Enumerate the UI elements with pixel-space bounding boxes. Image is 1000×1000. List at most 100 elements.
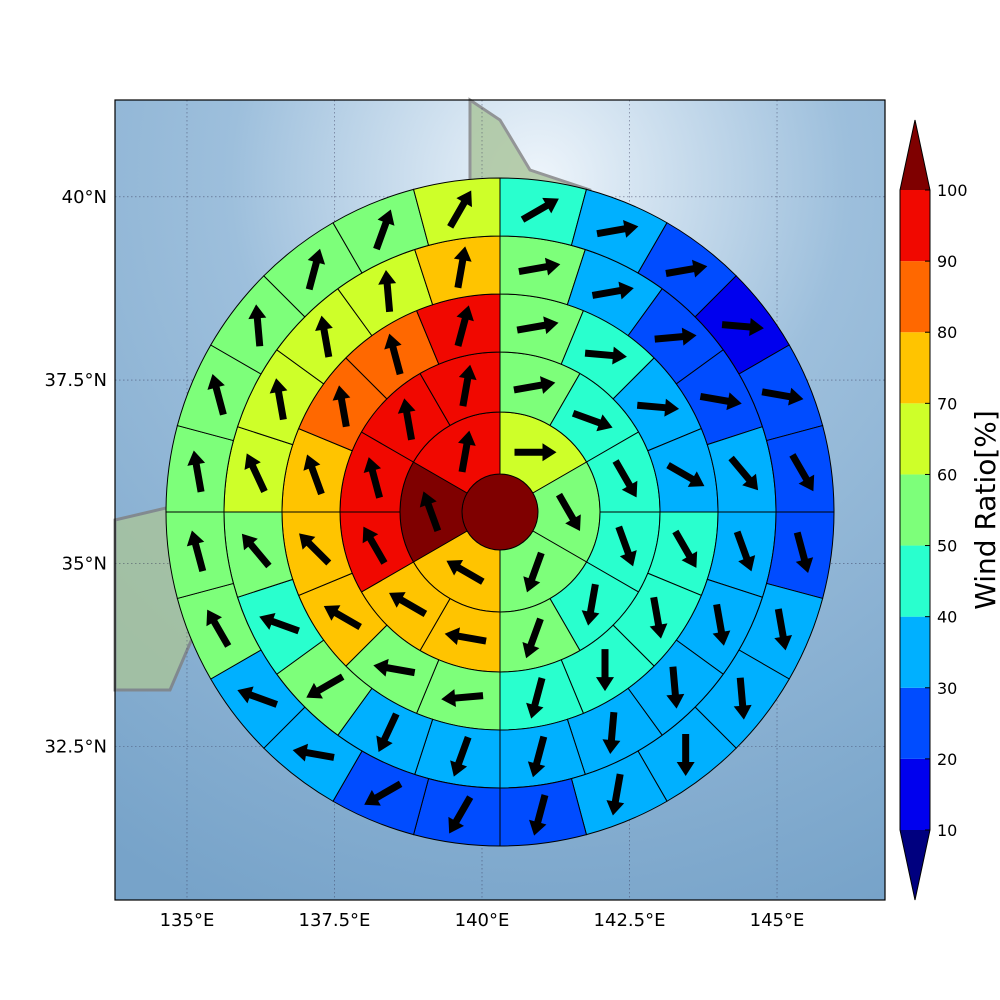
wind-arrow bbox=[453, 246, 472, 289]
sectors bbox=[165, 177, 835, 847]
wind-arrow bbox=[248, 304, 267, 347]
colorbar-tick-label: 50 bbox=[937, 537, 957, 556]
colorbar-band bbox=[900, 403, 930, 475]
wind-arrow bbox=[733, 677, 752, 720]
wind-arrow bbox=[306, 673, 345, 699]
wind-arrow bbox=[666, 462, 705, 487]
y-tick-label: 40°N bbox=[62, 187, 107, 208]
wind-arrow bbox=[207, 374, 227, 416]
wind-arrow bbox=[596, 219, 639, 238]
wind-arrow bbox=[323, 605, 362, 631]
wind-arrow bbox=[397, 398, 416, 441]
y-tick-label: 37.5°N bbox=[44, 370, 107, 391]
wind-arrow bbox=[364, 780, 403, 806]
wind-arrow bbox=[362, 526, 388, 565]
wind-arrow bbox=[584, 346, 627, 365]
wind-arrow bbox=[458, 364, 477, 407]
wind-arrow bbox=[373, 658, 416, 677]
axes: 135°E 137.5°E 140°E 142.5°E 145°E 32.5°N 35°N 3… bbox=[44, 187, 804, 931]
wind-arrow bbox=[676, 733, 695, 776]
wind-arrow bbox=[269, 378, 288, 421]
wind-arrow bbox=[522, 617, 544, 659]
wind-arrow bbox=[649, 596, 668, 639]
wind-arrow bbox=[315, 315, 333, 358]
wind-arrow bbox=[299, 533, 332, 566]
x-tick-label: 145°E bbox=[750, 910, 805, 931]
wind-arrow bbox=[666, 666, 685, 709]
wind-arrow bbox=[373, 209, 395, 251]
colorbar-band bbox=[900, 687, 930, 759]
colorbar-tick-label: 10 bbox=[937, 821, 957, 840]
colorbar-band bbox=[900, 616, 930, 688]
wind-arrow bbox=[305, 248, 326, 291]
wind-arrow bbox=[761, 387, 804, 406]
colorbar-tick-label: 70 bbox=[937, 394, 957, 413]
colorbar-band bbox=[900, 261, 930, 333]
wind-arrow bbox=[450, 735, 472, 777]
wind-arrow bbox=[602, 711, 621, 754]
wind-arrow bbox=[721, 318, 764, 336]
colorbar-band bbox=[900, 190, 930, 262]
wind-arrow bbox=[728, 455, 759, 491]
wind-arrow bbox=[591, 281, 634, 300]
wind-arrow bbox=[514, 443, 557, 462]
colorbar-tick-label: 100 bbox=[937, 181, 968, 200]
wind-arrow bbox=[774, 608, 793, 651]
wind-arrow bbox=[523, 551, 545, 593]
colorbar-band bbox=[900, 758, 930, 830]
wind-arrow bbox=[447, 190, 472, 229]
wind-arrow bbox=[712, 603, 731, 646]
wind-arrow bbox=[454, 305, 474, 347]
wind-arrow bbox=[529, 794, 549, 836]
wind-arrow bbox=[615, 525, 637, 567]
wind-arrow bbox=[555, 492, 581, 532]
sector bbox=[412, 777, 501, 847]
colorbar-tick-label: 20 bbox=[937, 750, 957, 769]
wind-arrow bbox=[581, 583, 600, 626]
arrows bbox=[186, 190, 815, 836]
wind-arrow bbox=[518, 257, 561, 276]
wind-arrow bbox=[378, 270, 397, 313]
wind-arrow bbox=[527, 735, 548, 778]
colorbar-extend-under bbox=[900, 830, 930, 900]
colorbar-tick-label: 30 bbox=[937, 679, 957, 698]
wind-arrow bbox=[516, 316, 559, 335]
colorbar-tick-label: 40 bbox=[937, 608, 957, 627]
x-tick-label: 137.5°E bbox=[299, 910, 371, 931]
wind-arrow bbox=[444, 627, 487, 646]
wind-arrow bbox=[446, 559, 485, 585]
wind-arrow bbox=[526, 677, 546, 719]
wind-arrow bbox=[241, 533, 272, 569]
wind-arrow bbox=[187, 450, 206, 493]
wind-arrow bbox=[654, 327, 697, 346]
y-tick-label: 35°N bbox=[62, 553, 107, 574]
wind-arrow bbox=[458, 430, 476, 473]
colorbar-tick-label: 90 bbox=[937, 252, 957, 271]
colorbar-extend-over bbox=[900, 120, 930, 190]
wind-arrow bbox=[636, 398, 680, 417]
wind-arrow bbox=[244, 453, 268, 493]
wind-arrow bbox=[606, 773, 625, 816]
wind-arrow bbox=[789, 453, 815, 492]
colorbar-band bbox=[900, 332, 930, 404]
colorbar-tick-label: 60 bbox=[937, 465, 957, 484]
wind-arrow bbox=[793, 531, 814, 574]
wind-arrow bbox=[513, 376, 556, 394]
wind-arrow bbox=[292, 743, 335, 762]
wind-arrow bbox=[441, 689, 484, 708]
x-tick-label: 135°E bbox=[160, 910, 215, 931]
wind-arrow bbox=[237, 686, 279, 708]
wind-arrow bbox=[259, 612, 300, 635]
map-frame bbox=[114, 99, 886, 901]
x-tick-label: 140°E bbox=[455, 910, 510, 931]
wind-arrow bbox=[699, 392, 742, 411]
sector bbox=[499, 177, 588, 247]
colorbar-label: Wind Ratio[%] bbox=[969, 410, 1000, 610]
wind-arrow bbox=[596, 649, 615, 692]
wind-arrow bbox=[448, 795, 474, 834]
colorbar-band bbox=[900, 545, 930, 617]
x-tick-label: 142.5°E bbox=[594, 910, 666, 931]
colorbar: 10 20 30 40 50 60 70 80 90 100 bbox=[899, 119, 968, 901]
wind-arrow bbox=[384, 333, 404, 376]
